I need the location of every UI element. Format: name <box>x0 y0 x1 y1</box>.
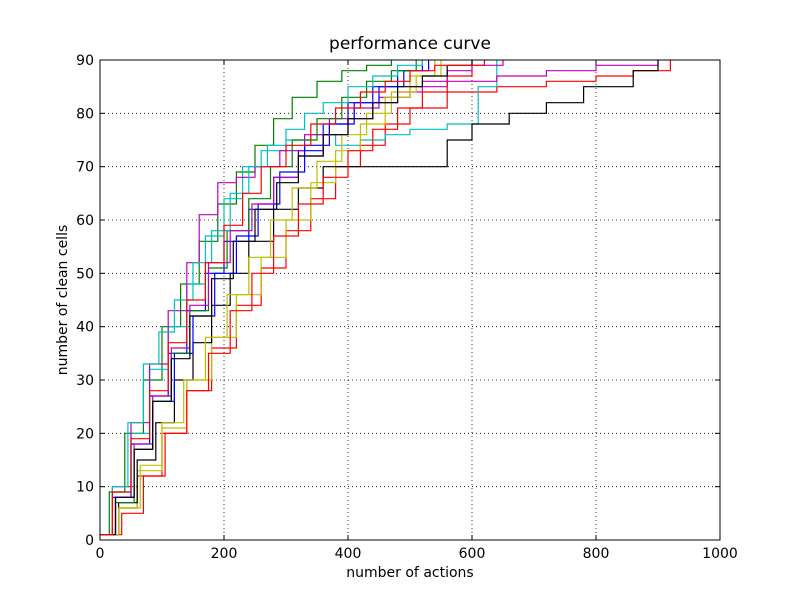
y-axis-label: number of clean cells <box>55 225 71 376</box>
y-tick-label: 0 <box>85 533 94 549</box>
y-tick-label: 90 <box>76 53 94 69</box>
series-line-3 <box>100 60 671 536</box>
series-line-4 <box>100 60 498 536</box>
y-tick-label: 60 <box>76 213 94 229</box>
x-tick-label: 200 <box>211 546 238 562</box>
x-tick-label: 800 <box>583 546 610 562</box>
x-tick-label: 0 <box>96 546 105 562</box>
series-group <box>100 60 671 536</box>
series-line-5 <box>100 60 659 536</box>
series-line-13 <box>100 60 442 536</box>
y-tick-label: 20 <box>76 426 94 442</box>
y-tick-label: 80 <box>76 106 94 122</box>
x-axis-label: number of actions <box>346 565 473 581</box>
series-line-6 <box>100 60 436 536</box>
y-tick-label: 10 <box>76 480 94 496</box>
series-line-8 <box>100 60 430 536</box>
series-line-14 <box>100 60 473 536</box>
y-tick-label: 50 <box>76 266 94 282</box>
y-tick-label: 30 <box>76 373 94 389</box>
x-tick-label: 1000 <box>702 546 738 562</box>
series-line-15 <box>100 60 485 536</box>
y-tick-label: 40 <box>76 320 94 336</box>
series-line-7 <box>100 60 659 536</box>
series-line-12 <box>100 60 504 536</box>
axis-ticks: 0 200 400 600 800 1000 0 10 20 30 40 50 60 70 80 90 <box>76 53 738 562</box>
plot-frame <box>99 59 721 541</box>
x-tick-label: 400 <box>335 546 362 562</box>
y-tick-label: 70 <box>76 160 94 176</box>
chart-title: performance curve <box>329 34 491 54</box>
series-line-10 <box>100 60 473 536</box>
series-line-9 <box>100 60 417 536</box>
x-tick-label: 600 <box>459 546 486 562</box>
